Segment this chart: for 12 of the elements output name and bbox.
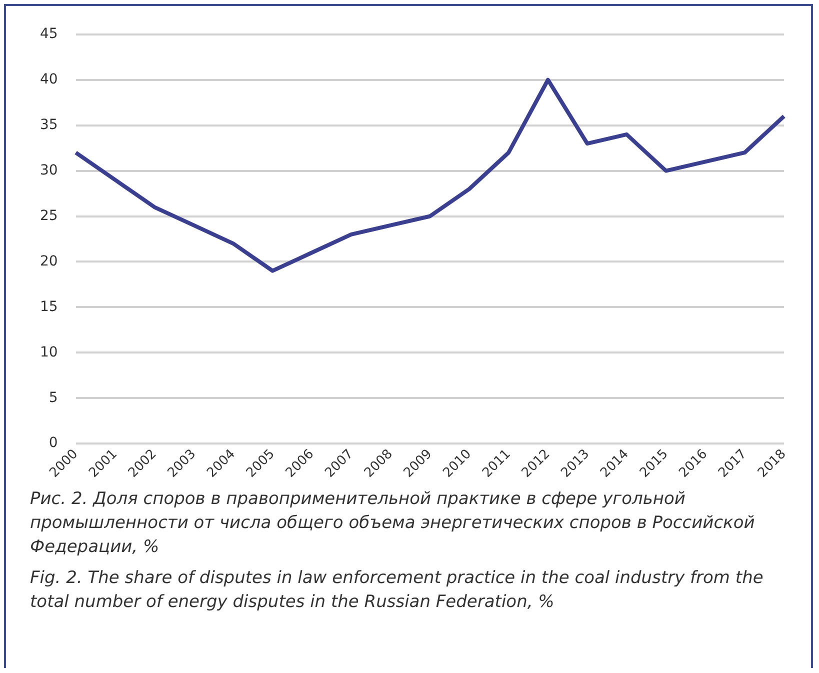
y-tick-label: 0 [48, 435, 58, 452]
y-tick-label: 15 [40, 298, 58, 315]
y-tick-label: 40 [40, 72, 58, 88]
caption: Fig. 2. The share of disputes in law enforcement practice in the coal industry from the total number of energy disputes in the Russian Federation, % [30, 567, 764, 614]
y-tick-label: 30 [40, 162, 58, 178]
y-tick-label: 10 [40, 344, 58, 360]
y-tick-label: 20 [40, 253, 58, 270]
y-tick-label: 45 [40, 26, 58, 42]
text: Рис. 2. Доля споров в правоприменительной практике в сфере угольной промышленности от числа общего объема энергетических споров в Российской Федерации, % [30, 488, 756, 559]
y-tick-label: 35 [40, 116, 58, 133]
y-tick-label: 5 [48, 390, 58, 406]
y-tick-label: 25 [40, 208, 58, 224]
